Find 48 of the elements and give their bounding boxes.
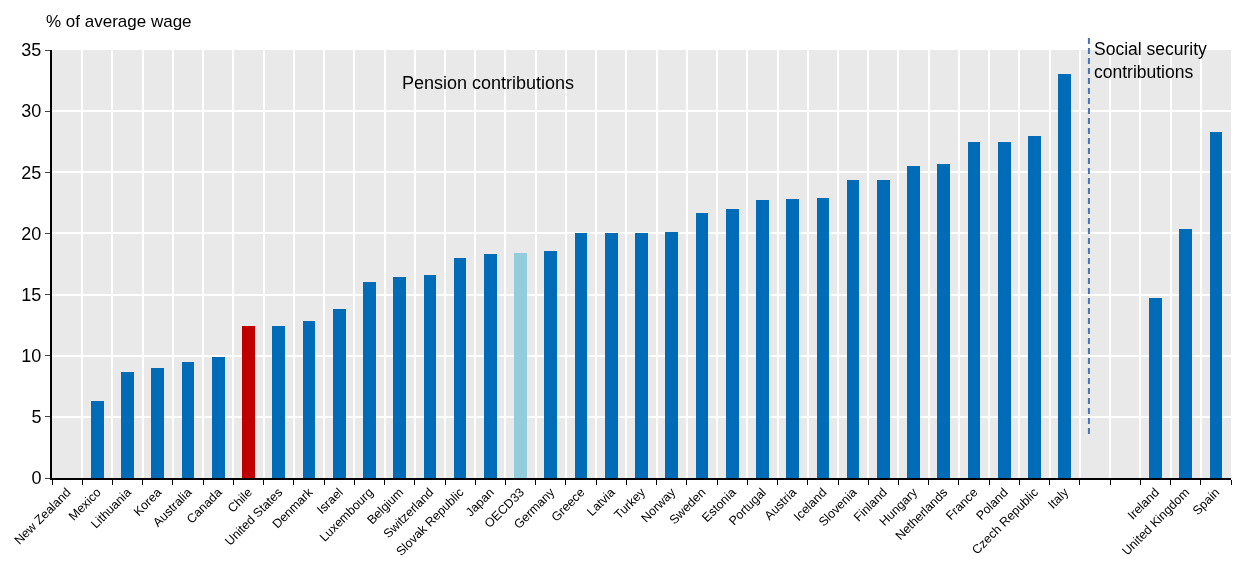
bar	[847, 180, 859, 478]
bar	[1149, 298, 1162, 478]
bar	[484, 254, 497, 478]
bar	[212, 357, 225, 478]
bar	[786, 199, 799, 478]
bar	[151, 368, 164, 478]
y-tick-label: 5	[31, 407, 42, 428]
bar	[605, 233, 618, 478]
bar	[424, 275, 436, 478]
annotation: Social security contributions	[1094, 39, 1208, 82]
bar	[756, 200, 769, 478]
bar	[91, 401, 104, 478]
bar	[696, 213, 708, 478]
bar	[1179, 229, 1192, 478]
bar	[393, 277, 406, 478]
bar	[907, 166, 920, 478]
bar	[1210, 132, 1222, 478]
bar	[544, 251, 557, 478]
y-tick-label: 35	[21, 40, 42, 61]
bar	[817, 198, 829, 478]
x-tick-label: Italy	[1045, 484, 1072, 512]
bar	[968, 142, 980, 478]
bar	[514, 253, 527, 478]
bar	[877, 180, 890, 478]
annotation: Pension contributions	[402, 73, 575, 93]
bar	[1058, 74, 1071, 478]
bar	[665, 232, 678, 478]
y-tick-label: 0	[31, 468, 42, 489]
bar	[303, 321, 315, 478]
bar	[363, 282, 376, 478]
bar	[333, 309, 346, 478]
y-tick-label: 25	[21, 162, 42, 183]
y-tick-label: 30	[21, 101, 42, 122]
bar	[454, 258, 466, 478]
bar	[937, 164, 950, 478]
bar	[1028, 136, 1041, 478]
bar	[726, 209, 739, 478]
bar	[575, 233, 587, 478]
bar	[121, 372, 134, 478]
bar	[182, 362, 194, 478]
y-tick-label: 10	[21, 346, 42, 367]
y-axis-title: % of average wage	[46, 12, 192, 31]
bar	[635, 233, 648, 478]
bar	[998, 142, 1011, 478]
bar	[242, 326, 255, 478]
y-tick-label: 15	[21, 284, 42, 305]
y-tick-label: 20	[21, 223, 42, 244]
bar	[272, 326, 285, 478]
